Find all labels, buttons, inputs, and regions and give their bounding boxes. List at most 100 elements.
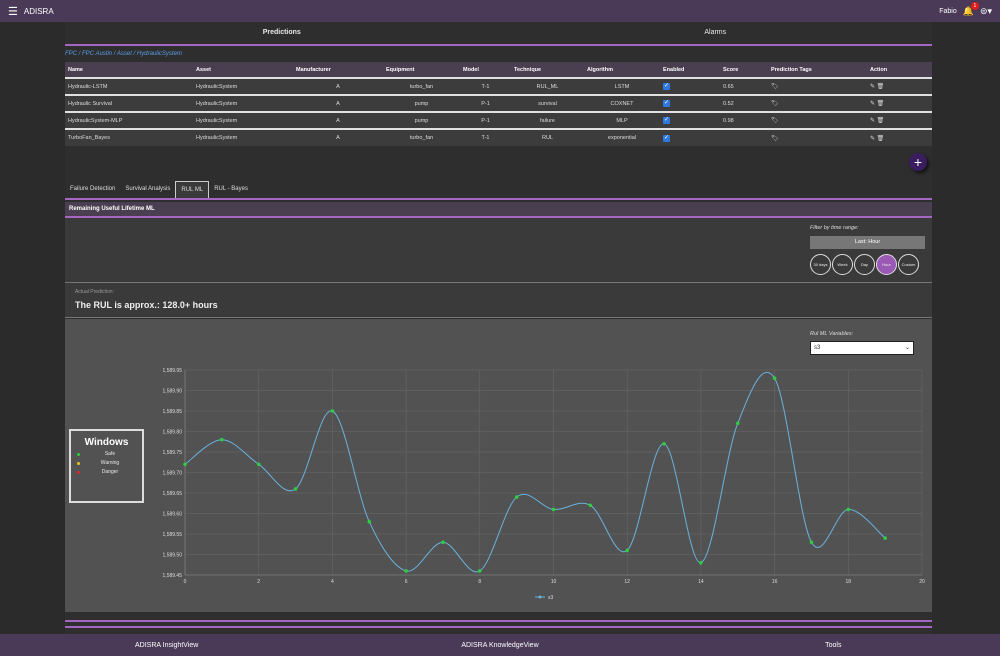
data-point	[220, 437, 224, 442]
data-point	[478, 569, 482, 573]
delete-icon[interactable]: 🗑	[876, 101, 885, 107]
cell-action: ✎ 🗑	[867, 111, 932, 129]
cell-name: Hydraulic Survival	[65, 94, 193, 112]
user-name[interactable]: Fabio	[939, 7, 957, 15]
cell-asset: HydraulicSystem	[193, 94, 293, 112]
cell-manufacturer: A	[293, 128, 383, 146]
delete-icon[interactable]: 🗑	[876, 84, 885, 90]
enabled-checkbox[interactable]: ✓	[663, 83, 670, 90]
y-tick-label: 1,589.75	[163, 450, 183, 456]
edit-icon[interactable]: ✎	[870, 118, 876, 124]
variables-select[interactable]: s3 ⌄	[810, 341, 914, 355]
main-content: Predictions Alarms FPC / FPC Austin / As…	[65, 22, 932, 634]
legend-item-warning: Warning	[77, 460, 142, 466]
filter-label: Filter by time range:	[810, 225, 859, 231]
legend-item-danger: Danger	[77, 469, 142, 475]
divider	[65, 44, 932, 46]
cell-equipment: pump	[383, 111, 460, 129]
data-point	[256, 462, 261, 467]
variables-selected: s3	[814, 345, 821, 351]
y-tick-label: 1,589.60	[163, 512, 183, 518]
range-30days-button[interactable]: 30 days	[810, 254, 831, 275]
bell-icon[interactable]: 🔔 1	[963, 1, 979, 17]
col-asset: Asset	[193, 62, 293, 78]
range-custom-button[interactable]: Custom	[898, 254, 919, 275]
divider	[65, 198, 932, 200]
cell-equipment: turbo_fan	[383, 77, 460, 95]
enabled-checkbox[interactable]: ✓	[663, 134, 670, 142]
user-account-icon[interactable]: ⊜▾	[979, 5, 992, 16]
tab-rul-bayes[interactable]: RUL - Bayes	[214, 186, 248, 192]
tab-rul-ml[interactable]: RUL ML	[175, 181, 210, 198]
danger-dot-icon	[77, 470, 80, 474]
x-tick-label: 14	[698, 579, 704, 585]
add-prediction-button[interactable]: +	[909, 153, 927, 171]
y-tick-label: 1,589.50	[163, 553, 183, 559]
cell-tags: 🏷	[768, 128, 867, 146]
tab-alarms[interactable]: Alarms	[704, 29, 727, 36]
col-model: Model	[460, 62, 511, 78]
cell-asset: HydraulicSystem	[193, 128, 293, 146]
data-point	[588, 503, 593, 508]
actual-prediction-label: Actual Prediction:	[75, 289, 114, 295]
enabled-checkbox[interactable]: ✓	[663, 100, 670, 107]
data-point	[367, 519, 372, 524]
tag-icon[interactable]: 🏷	[771, 101, 779, 107]
cell-score: 0.65	[720, 77, 768, 95]
col-name: Name	[65, 62, 193, 78]
delete-icon[interactable]: 🗑	[876, 118, 885, 124]
edit-icon[interactable]: ✎	[870, 84, 876, 90]
y-tick-label: 1,589.55	[163, 532, 183, 538]
time-range-select[interactable]: Last: Hour	[810, 236, 925, 249]
x-tick-label: 0	[184, 579, 187, 585]
table-header: Name Asset Manufacturer Equipment Model …	[65, 62, 932, 78]
tag-icon[interactable]: 🏷	[771, 118, 779, 124]
app-title: ADISRA	[23, 6, 54, 16]
data-point	[883, 536, 887, 540]
range-week-button[interactable]: Week	[832, 254, 853, 275]
cell-name: Hydraulic-LSTM	[65, 77, 193, 95]
nav-insightview[interactable]: ADISRA InsightView	[135, 641, 199, 649]
enabled-checkbox[interactable]: ✓	[663, 117, 670, 124]
x-tick-label: 18	[846, 579, 852, 585]
tag-icon[interactable]: 🏷	[771, 135, 779, 142]
cell-model: P-1	[460, 111, 511, 129]
cell-score: 0.52	[720, 94, 768, 112]
col-equipment: Equipment	[383, 62, 460, 78]
data-point	[330, 409, 335, 413]
hamburger-menu-icon[interactable]: ☰	[8, 5, 18, 18]
windows-legend: Windows Safe Warning Danger	[69, 429, 144, 503]
predictions-table: Name Asset Manufacturer Equipment Model …	[65, 62, 932, 146]
cell-tags: 🏷	[768, 111, 867, 129]
cell-technique: RUL	[511, 128, 584, 146]
delete-icon[interactable]: 🗑	[876, 135, 885, 142]
cell-enabled: ✓	[660, 111, 720, 129]
range-hour-button[interactable]: Hour	[876, 254, 897, 275]
table-row[interactable]: TurboFan_Bayes HydraulicSystem A turbo_f…	[65, 128, 932, 146]
nav-knowledgeview[interactable]: ADISRA KnowledgeView	[461, 641, 539, 649]
cell-technique: RUL_ML	[511, 77, 584, 95]
tab-failure-detection[interactable]: Failure Detection	[70, 186, 116, 192]
y-tick-label: 1,589.80	[163, 430, 183, 436]
tag-icon[interactable]: 🏷	[771, 84, 779, 90]
table-row[interactable]: HydraulicSystem-MLP HydraulicSystem A pu…	[65, 111, 932, 129]
topbar-right: Fabio 🔔 1 ⊜▾	[939, 1, 992, 17]
edit-icon[interactable]: ✎	[870, 101, 876, 107]
variables-label: Rul ML Variables:	[810, 331, 854, 337]
cell-model: P-1	[460, 94, 511, 112]
nav-tools[interactable]: Tools	[825, 641, 842, 649]
data-point	[404, 569, 408, 573]
table-row[interactable]: Hydraulic Survival HydraulicSystem A pum…	[65, 94, 932, 112]
tab-predictions[interactable]: Predictions	[262, 29, 301, 36]
cell-manufacturer: A	[293, 77, 383, 95]
table-row[interactable]: Hydraulic-LSTM HydraulicSystem A turbo_f…	[65, 77, 932, 95]
cell-model: T-1	[460, 77, 511, 95]
tab-survival-analysis[interactable]: Survival Analysis	[125, 186, 171, 192]
chart-panel: 1,589.45 1,589.50 1,589.55 1,589.60 1,589.65…	[65, 319, 932, 612]
breadcrumb[interactable]: FPC / FPC Austin / Asset / HydraulicSyst…	[65, 51, 182, 57]
cell-action: ✎ 🗑	[867, 77, 932, 95]
range-day-button[interactable]: Day	[854, 254, 875, 275]
cell-technique: survival	[511, 94, 584, 112]
edit-icon[interactable]: ✎	[870, 135, 876, 142]
legend-marker	[538, 595, 542, 599]
